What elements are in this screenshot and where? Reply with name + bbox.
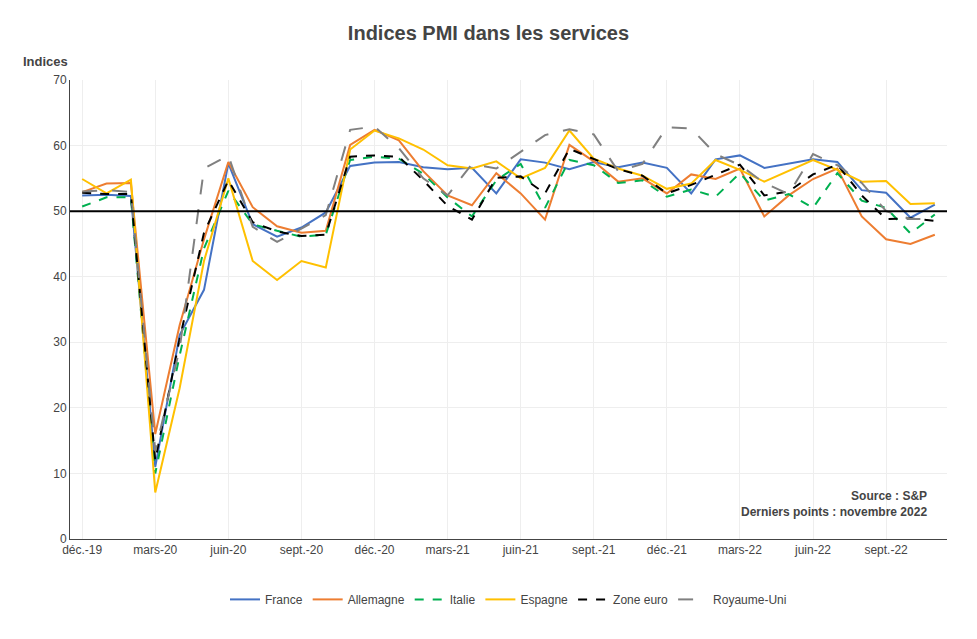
svg-text:déc.-21: déc.-21 (647, 543, 687, 557)
svg-text:Source : S&PDerniers points :: Source : S&PDerniers points : novembre 2… (741, 489, 927, 519)
svg-text:France: France (265, 593, 303, 607)
svg-text:déc.-20: déc.-20 (354, 543, 394, 557)
svg-text:sept.-20: sept.-20 (280, 543, 324, 557)
svg-text:Zone euro: Zone euro (613, 593, 668, 607)
svg-text:déc.-19: déc.-19 (62, 543, 102, 557)
svg-text:Indices PMI dans les services: Indices PMI dans les services (348, 22, 629, 44)
svg-text:juin-20: juin-20 (209, 543, 246, 557)
svg-text:Allemagne: Allemagne (348, 593, 405, 607)
svg-text:70: 70 (53, 73, 67, 87)
svg-text:Italie: Italie (450, 593, 476, 607)
svg-text:sept.-22: sept.-22 (864, 543, 908, 557)
svg-text:mars-20: mars-20 (133, 543, 177, 557)
svg-text:10: 10 (53, 467, 67, 481)
svg-text:60: 60 (53, 139, 67, 153)
svg-text:30: 30 (53, 335, 67, 349)
svg-text:sept.-21: sept.-21 (572, 543, 616, 557)
svg-text:50: 50 (53, 204, 67, 218)
svg-text:juin-21: juin-21 (502, 543, 539, 557)
svg-text:mars-22: mars-22 (718, 543, 762, 557)
svg-text:Espagne: Espagne (520, 593, 568, 607)
svg-text:mars-21: mars-21 (426, 543, 470, 557)
svg-text:40: 40 (53, 270, 67, 284)
svg-text:0: 0 (60, 532, 67, 546)
svg-text:juin-22: juin-22 (794, 543, 831, 557)
svg-text:20: 20 (53, 401, 67, 415)
svg-text:Indices: Indices (23, 54, 68, 69)
svg-text:Royaume-Uni: Royaume-Uni (713, 593, 786, 607)
